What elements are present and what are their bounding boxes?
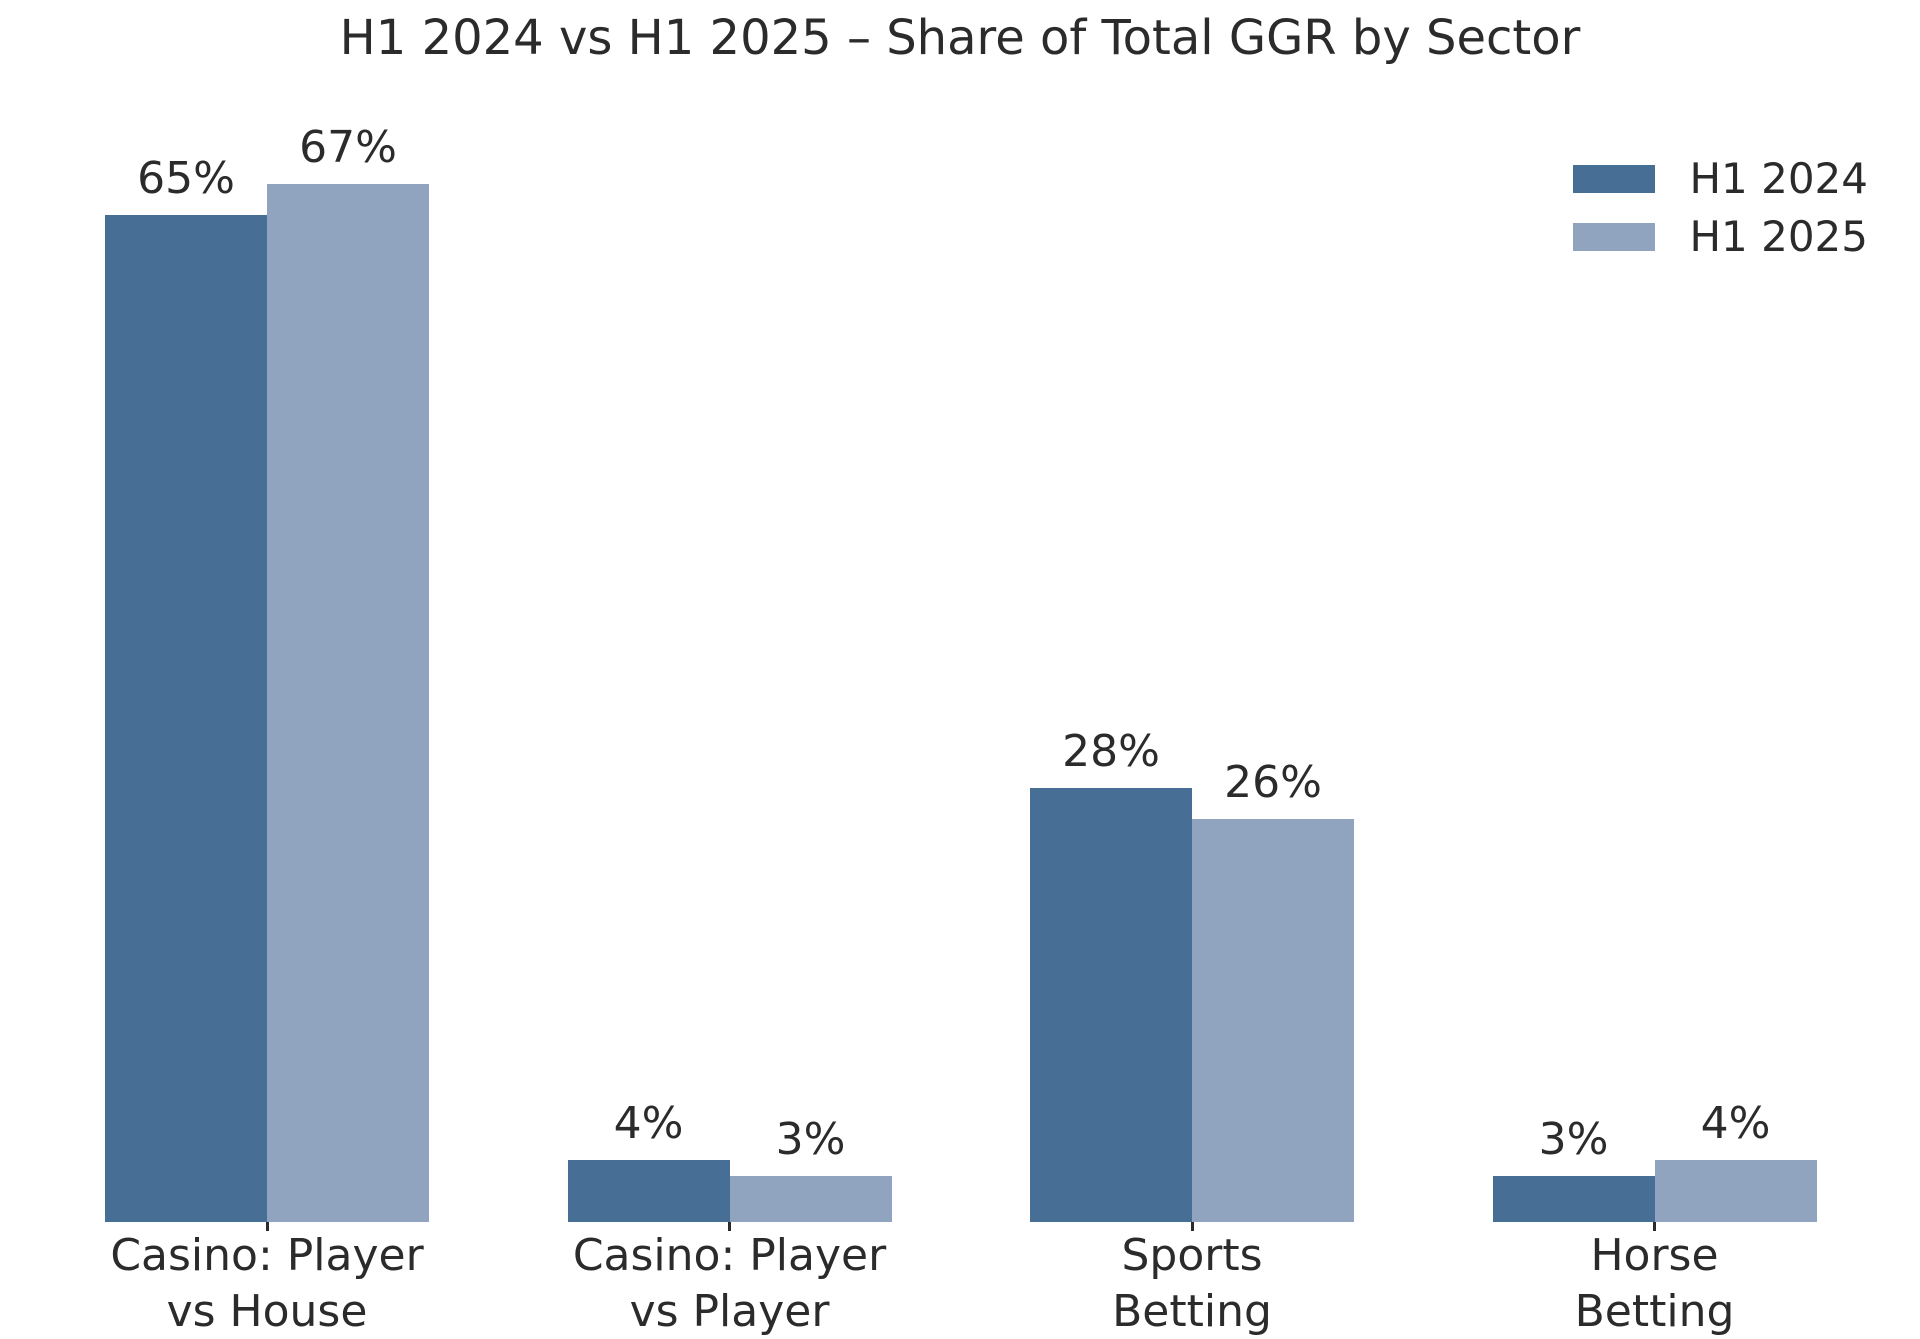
- category-label-casino-player-vs-player: Casino: Player vs Player: [572, 1230, 887, 1338]
- x-axis-tick-horse-betting: [1653, 1222, 1656, 1231]
- bar-h1-2025-casino-player-vs-player: [729, 1175, 892, 1222]
- value-label-h1-2024-casino-player-vs-house: 65%: [137, 152, 235, 204]
- bar-h1-2025-horse-betting: [1654, 1160, 1817, 1222]
- bar-h1-2025-casino-player-vs-house: [267, 183, 429, 1222]
- x-axis-tick-sports-betting: [1190, 1222, 1194, 1231]
- value-label-h1-2024-horse-betting: 3%: [1538, 1113, 1609, 1165]
- value-label-h1-2025-casino-player-vs-player: 3%: [775, 1113, 846, 1165]
- bar-h1-2024-casino-player-vs-player: [567, 1160, 730, 1222]
- legend-swatch-h1-2025: [1573, 223, 1656, 251]
- legend-row-h1-2024: H1 2024: [1573, 158, 1868, 200]
- value-label-h1-2025-casino-player-vs-house: 67%: [299, 121, 397, 173]
- value-label-h1-2024-sports-betting: 28%: [1062, 726, 1160, 777]
- bar-h1-2024-casino-player-vs-house: [105, 214, 267, 1222]
- x-axis-tick-casino-player-vs-house: [265, 1222, 269, 1231]
- bar-h1-2025-sports-betting: [1192, 819, 1354, 1222]
- legend: H1 2024 H1 2025: [1573, 158, 1868, 258]
- bar-h1-2024-sports-betting: [1030, 788, 1192, 1222]
- bar-h1-2024-horse-betting: [1492, 1175, 1655, 1222]
- value-label-h1-2024-casino-player-vs-player: 4%: [613, 1098, 684, 1149]
- chart-title: H1 2024 vs H1 2025 – Share of Total GGR …: [339, 10, 1581, 66]
- x-axis-tick-casino-player-vs-player: [728, 1222, 731, 1231]
- legend-label-h1-2025: H1 2025: [1689, 212, 1868, 261]
- value-label-h1-2025-horse-betting: 4%: [1700, 1098, 1771, 1149]
- value-label-h1-2025-sports-betting: 26%: [1224, 757, 1322, 808]
- category-label-casino-player-vs-house: Casino: Player vs House: [110, 1230, 424, 1338]
- legend-swatch-h1-2024: [1573, 165, 1656, 193]
- legend-row-h1-2025: H1 2025: [1573, 216, 1868, 258]
- category-label-sports-betting: Sports Betting: [1112, 1230, 1272, 1338]
- legend-label-h1-2024: H1 2024: [1689, 154, 1868, 203]
- category-label-horse-betting: Horse Betting: [1574, 1230, 1735, 1338]
